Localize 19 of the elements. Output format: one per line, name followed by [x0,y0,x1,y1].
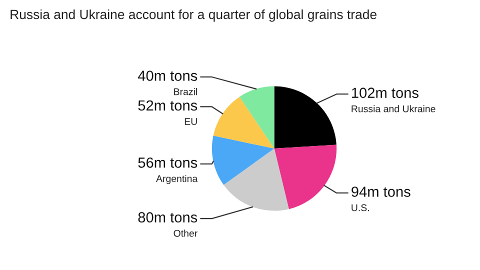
data-label: 102m tons [352,88,418,98]
pie-slice [274,86,336,148]
data-label: 56m tons [138,157,198,168]
data-label: 80m tons [138,212,198,223]
slice-label: Brazil [174,88,197,96]
pie-slice [224,148,289,211]
slice-label: Russia and Ukraine [352,105,436,112]
slice-label: U.S. [352,204,369,212]
pie-slice [212,136,274,185]
pie-slice [274,144,337,210]
data-label: 52m tons [138,100,198,111]
slice-label: Argentina [156,174,198,184]
pie-slice [239,86,274,148]
chart-title: Russia and Ukraine account for a quarter of global grains trade [10,9,376,22]
slice-label: Other [174,230,198,237]
slice-label: EU [184,118,197,125]
pie-slice [213,96,274,148]
data-label: 94m tons [352,186,410,197]
data-label: 40m tons [138,70,198,81]
